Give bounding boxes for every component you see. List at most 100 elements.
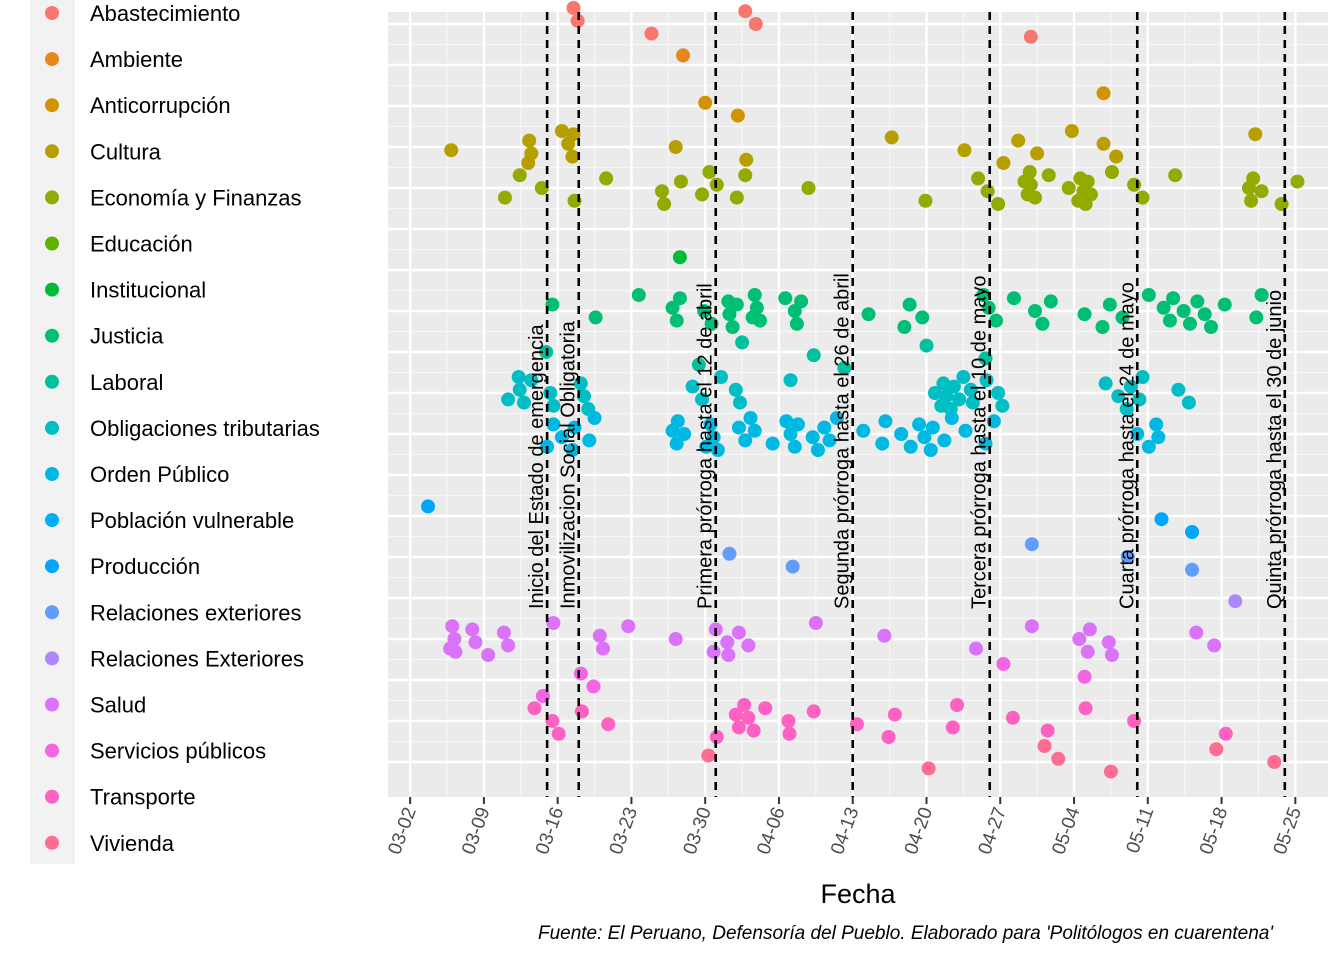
data-point: [945, 720, 960, 735]
data-point: [554, 124, 569, 138]
data-point: [703, 417, 718, 432]
data-point: [783, 427, 798, 441]
data-point: [1176, 304, 1191, 318]
data-point: [1077, 307, 1092, 322]
data-point: [995, 398, 1010, 413]
data-point: [1141, 288, 1156, 302]
data-point: [577, 389, 592, 404]
data-point: [725, 320, 740, 334]
data-point: [781, 714, 796, 728]
event-label: Cuarta prórroga hasta el 24 de mayo: [1116, 282, 1138, 609]
data-point: [783, 373, 798, 388]
data-point: [738, 4, 753, 19]
data-point: [1207, 638, 1222, 653]
data-point: [582, 433, 597, 448]
data-point: [950, 698, 965, 712]
data-point: [545, 297, 560, 312]
data-point: [1151, 430, 1166, 445]
data-point: [752, 313, 767, 328]
data-point: [996, 156, 1011, 170]
data-point: [1102, 297, 1117, 312]
data-point: [699, 439, 714, 454]
data-point: [512, 168, 527, 183]
data-point: [668, 140, 683, 154]
data-point: [722, 307, 737, 322]
data-point: [1197, 307, 1212, 322]
data-point: [1043, 294, 1058, 309]
legend-swatch: [45, 236, 59, 251]
legend-swatch: [45, 789, 59, 804]
legend-label: Educación: [90, 232, 193, 257]
legend-swatch: [45, 98, 59, 113]
data-point: [1254, 184, 1269, 199]
data-point: [728, 382, 743, 397]
data-point: [586, 679, 601, 694]
data-point: [1035, 316, 1050, 331]
data-point: [919, 338, 934, 353]
data-point: [1228, 594, 1243, 609]
data-point: [1077, 669, 1092, 684]
data-point: [566, 127, 581, 142]
event-label: Tercera prórroga hasta el 10 de mayo: [969, 275, 991, 609]
data-point: [728, 707, 743, 722]
data-point: [1051, 751, 1066, 766]
legend-label: Abastecimiento: [90, 1, 240, 26]
legend-label: Anticorrupción: [90, 93, 231, 118]
data-point: [574, 704, 589, 719]
event-label: Quinta prórroga hasta el 30 de junio: [1264, 290, 1286, 609]
data-point: [1254, 288, 1269, 302]
data-point: [1096, 86, 1111, 101]
legend-swatch: [45, 651, 59, 666]
data-point: [965, 395, 980, 410]
data-point: [665, 300, 680, 315]
legend-swatch: [45, 6, 59, 20]
data-point: [1024, 619, 1039, 634]
data-point: [731, 625, 746, 640]
data-point: [737, 698, 752, 712]
data-point: [1156, 300, 1171, 315]
data-point: [448, 644, 463, 659]
event-label: Segunda prórroga hasta el 26 de abril: [832, 273, 854, 609]
legend-label: Servicios públicos: [90, 739, 266, 764]
legend-swatch: [45, 144, 59, 159]
data-point: [676, 48, 691, 63]
legend-label: Justicia: [90, 324, 164, 349]
data-point: [822, 433, 837, 448]
data-point: [1135, 190, 1150, 205]
data-point: [738, 168, 753, 183]
data-point: [1005, 710, 1020, 725]
data-point: [1022, 165, 1037, 179]
legend-label: Relaciones Exteriores: [90, 646, 304, 671]
data-point: [956, 370, 971, 384]
data-point: [730, 108, 745, 123]
data-point: [672, 250, 687, 265]
data-point: [601, 717, 616, 732]
data-point: [952, 392, 967, 407]
data-point: [1115, 310, 1130, 325]
legend-swatch: [45, 374, 59, 389]
event-label: Inicio del Estado de emergencia: [526, 324, 548, 609]
data-point: [1061, 181, 1076, 195]
legend-swatch: [45, 743, 59, 758]
data-point: [524, 146, 539, 161]
data-point: [565, 149, 580, 164]
data-point: [654, 184, 669, 199]
data-point: [918, 193, 933, 208]
data-point: [936, 376, 951, 391]
data-point: [702, 165, 717, 179]
data-point: [1109, 149, 1124, 164]
data-point: [1083, 187, 1098, 202]
data-point: [573, 376, 588, 391]
data-point: [917, 430, 932, 445]
data-point: [546, 417, 561, 432]
data-point: [695, 392, 710, 407]
data-point: [570, 13, 585, 28]
data-point: [722, 546, 737, 561]
data-point: [1023, 29, 1038, 44]
legend-swatch: [45, 559, 59, 574]
data-point: [1185, 525, 1200, 539]
data-point: [1127, 714, 1142, 728]
data-point: [806, 348, 821, 363]
data-point: [1040, 723, 1055, 738]
